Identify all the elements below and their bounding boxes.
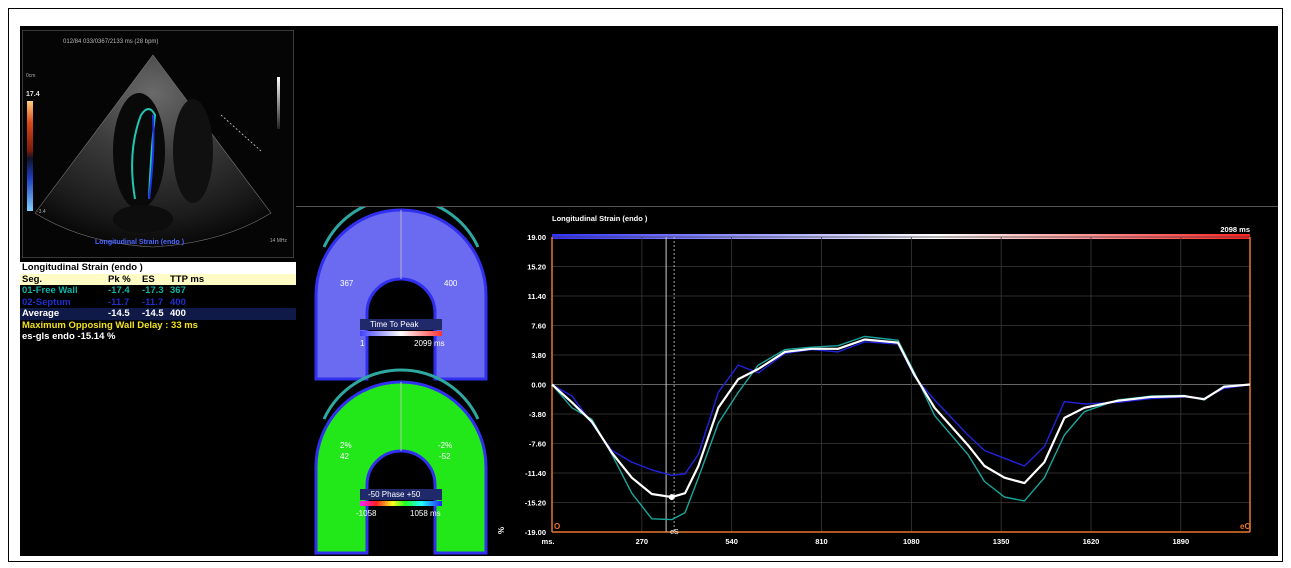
y-tick-label: -15.20 xyxy=(525,499,546,508)
time-to-peak: 367 xyxy=(170,285,186,296)
time-color-bar xyxy=(552,234,1250,239)
strain-analysis-screen: 012/84 033/0367/2133 ms (28 bpm) 0cm 17.… xyxy=(20,26,1278,556)
strain-curve-chart[interactable]: 19.00 15.20 11.40 7.60 3.80 0.00 -3.80 -7.60 -11… xyxy=(496,206,1278,556)
peak-strain: -17.4 xyxy=(108,285,130,296)
x-tick-label: 1080 xyxy=(903,537,920,546)
phase-arch-right[interactable] xyxy=(401,382,486,553)
column-header: Pk % xyxy=(108,273,131,285)
ttp-arch-top-outline xyxy=(322,207,480,248)
y-tick-label: 3.80 xyxy=(531,351,546,360)
strain-colorbar xyxy=(27,101,33,211)
table-row-average[interactable]: Average -14.5 -14.5 400 xyxy=(20,308,296,320)
table-title: Longitudinal Strain (endo ) xyxy=(20,262,296,274)
column-header: TTP ms xyxy=(170,273,205,285)
phase-title: -50 Phase +50 xyxy=(368,490,421,499)
echo-header-info: 012/84 033/0367/2133 ms (28 bpm) xyxy=(63,39,159,45)
opposing-wall-delay: Maximum Opposing Wall Delay : 33 ms xyxy=(20,320,296,332)
ttp-arch-outline xyxy=(314,208,488,381)
phase-title-box xyxy=(360,489,442,500)
es-strain: -14.5 xyxy=(142,308,164,319)
global-longitudinal-strain: es-gls endo -15.14 % xyxy=(20,331,296,343)
segment-strain-table: Longitudinal Strain (endo ) Seg. Pk % ES… xyxy=(20,262,296,343)
x-tick-label: 540 xyxy=(725,537,738,546)
phase-scale-min: -1058 xyxy=(356,509,377,518)
column-header: Seg. xyxy=(22,273,43,285)
y-tick-label: 7.60 xyxy=(531,322,546,331)
time-to-peak: 400 xyxy=(170,308,186,319)
chart-title: Longitudinal Strain (endo ) xyxy=(552,214,648,223)
series-line-average xyxy=(551,338,1251,499)
phase-left-percent: 2% xyxy=(340,441,352,450)
phase-right-percent: -2% xyxy=(438,441,453,450)
es-label: eS xyxy=(670,529,679,536)
column-header: ES xyxy=(142,273,155,285)
y-tick-label: -3.80 xyxy=(529,410,546,419)
x-tick-label: 1890 xyxy=(1172,537,1189,546)
ttp-right-value: 400 xyxy=(444,279,458,288)
phase-scale-max: 1058 ms xyxy=(410,509,441,518)
ttp-scale-max: 2099 ms xyxy=(414,339,445,348)
x-tick-label: 270 xyxy=(636,537,649,546)
echo-sector-image xyxy=(34,54,272,248)
y-tick-label: -11.40 xyxy=(525,469,546,478)
phase-arch-outline xyxy=(314,380,488,555)
phase-arch-left[interactable] xyxy=(316,382,401,553)
y-axis-label: % xyxy=(497,527,506,534)
phase-left-value: 42 xyxy=(340,452,349,461)
ttp-left-value: 367 xyxy=(340,279,354,288)
phase-arch-top-outline xyxy=(322,368,480,420)
es-strain: -17.3 xyxy=(142,285,164,296)
y-tick-label: 19.00 xyxy=(527,233,546,242)
colorbar-scale-bottom: -3.4 xyxy=(37,209,46,215)
gls-text: es-gls endo -15.14 % xyxy=(22,331,116,342)
series-line-01-free-wall xyxy=(551,335,1251,521)
es-strain: -11.7 xyxy=(142,296,164,308)
ttp-title: Time To Peak xyxy=(370,320,419,329)
table-row-free-wall[interactable]: 01-Free Wall -17.4 -17.3 367 xyxy=(20,285,296,297)
y-tick-label: -7.60 xyxy=(529,440,546,449)
segment-name: 01-Free Wall xyxy=(22,285,78,296)
segment-name: 02-Septum xyxy=(22,296,71,308)
table-title-text: Longitudinal Strain (endo ) xyxy=(22,262,143,273)
echo-image-panel[interactable]: 012/84 033/0367/2133 ms (28 bpm) 0cm 17.… xyxy=(22,30,294,258)
colorbar-value: 17.4 xyxy=(26,91,40,98)
end-label: eO xyxy=(1240,522,1251,531)
start-label: O xyxy=(554,522,560,531)
phase-color-scale xyxy=(360,501,442,506)
depth-label: 14 MHz xyxy=(269,238,287,244)
segment-maps-panel: 367 400 Time To Peak 1 2099 ms 2% 42 -2%… xyxy=(296,206,496,556)
time-to-peak: 400 xyxy=(170,296,186,308)
average-es-point xyxy=(668,494,675,501)
ttp-arch-left[interactable] xyxy=(316,210,401,379)
peak-strain: -14.5 xyxy=(108,308,130,319)
y-tick-label: 15.20 xyxy=(527,263,546,272)
echo-image-label: Longitudinal Strain (endo ) xyxy=(95,239,185,246)
x-tick-label: 810 xyxy=(815,537,828,546)
table-row-septum[interactable]: 02-Septum -11.7 -11.7 400 xyxy=(20,297,296,309)
y-tick-label: -19.00 xyxy=(525,528,546,537)
segment-name: Average xyxy=(22,308,60,319)
y-tick-label: 11.40 xyxy=(528,292,546,301)
y-tick-label: 0.00 xyxy=(531,381,546,390)
x-tick-label: 1350 xyxy=(993,537,1010,546)
table-header-row: Seg. Pk % ES TTP ms xyxy=(20,273,296,285)
x-tick-label: 1620 xyxy=(1083,537,1100,546)
ttp-title-box xyxy=(360,319,442,330)
peak-strain: -11.7 xyxy=(108,296,130,308)
x-tick-label: ms. xyxy=(542,537,555,546)
strain-curve-plot: 19.00 15.20 11.40 7.60 3.80 0.00 -3.80 -7.60 -11… xyxy=(497,233,1251,546)
arch-maps xyxy=(314,207,488,555)
series-line-02-septum xyxy=(551,341,1251,476)
ttp-color-scale xyxy=(360,331,442,336)
ttp-scale-min: 1 xyxy=(360,339,365,348)
ttp-arch-right[interactable] xyxy=(401,210,486,379)
chart-time-label: 2098 ms xyxy=(1220,225,1250,234)
delay-text: Maximum Opposing Wall Delay : 33 ms xyxy=(22,319,198,331)
colorbar-scale-top: 0cm xyxy=(26,73,36,79)
phase-right-value: -52 xyxy=(439,452,451,461)
grayscale-bar xyxy=(277,77,280,129)
